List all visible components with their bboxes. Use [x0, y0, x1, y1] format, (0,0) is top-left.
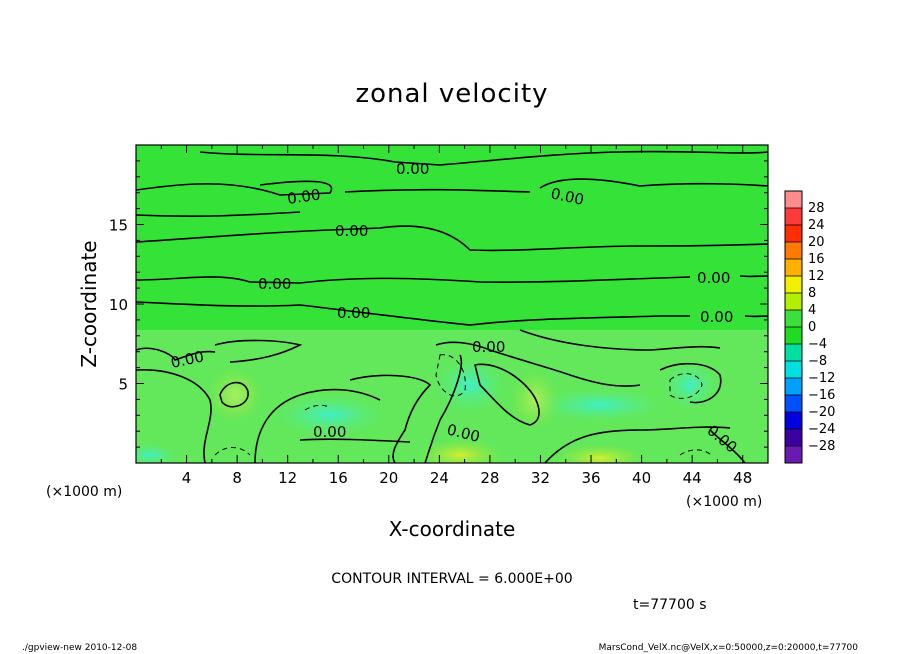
colorbar: 28 24 20 16 12 8 4 0 −4 −8 −12 −16 −20 −24 −28 — [784, 190, 835, 464]
x-tick-label: 16 — [329, 469, 348, 487]
negative-contours — [214, 354, 713, 457]
yellow-region — [510, 370, 560, 430]
colorbar-label: −24 — [808, 422, 835, 437]
colorbar-swatch — [785, 344, 802, 362]
contour-label: 0.00 — [700, 308, 733, 326]
contour-interval-text: CONTOUR INTERVAL = 6.000E+00 — [331, 571, 572, 587]
y-tick-label: 10 — [109, 296, 128, 314]
colorbar-swatch — [785, 361, 802, 379]
x-tick-label: 48 — [733, 469, 752, 487]
colorbar-label: 28 — [808, 201, 825, 216]
colorbar-swatch — [785, 446, 802, 464]
colorbar-label: −20 — [808, 405, 835, 420]
contour-label: 0.00 — [335, 222, 368, 240]
colorbar-swatch — [785, 310, 802, 328]
colorbar-swatch — [785, 412, 802, 430]
x-unit-left: (×1000 m) — [46, 484, 122, 500]
contour-label: 0.00 — [472, 338, 505, 356]
colorbar-swatch — [785, 276, 802, 294]
x-tick-label: 40 — [632, 469, 651, 487]
colorbar-label: 8 — [808, 286, 816, 301]
colorbar-label: −8 — [808, 354, 827, 369]
y-tick-label: 5 — [118, 376, 128, 394]
chart-title: zonal velocity — [355, 79, 548, 109]
y-axis: 5 10 15 — [109, 160, 768, 448]
colorbar-label: −16 — [808, 388, 835, 403]
footer-left: ./gpview-new 2010-12-08 — [22, 643, 137, 653]
footer-right: MarsCond_VelX.nc@VelX,x=0:50000,z=0:2000… — [599, 643, 859, 653]
plot-area: 0.00 0.00 0.00 0.00 0.00 0.00 0.00 0.00 … — [136, 145, 768, 463]
cyan-region — [530, 387, 670, 423]
contour-label: 0.00 — [697, 269, 730, 287]
colorbar-label: 4 — [808, 303, 816, 318]
y-tick-label: 15 — [109, 217, 128, 235]
colorbar-swatch — [785, 225, 802, 243]
colorbar-label: −4 — [808, 337, 827, 352]
cyan-region — [136, 443, 180, 463]
x-tick-label: 4 — [182, 469, 192, 487]
x-unit-right: (×1000 m) — [686, 494, 762, 510]
contour-lines — [136, 150, 768, 463]
colorbar-label: −12 — [808, 371, 835, 386]
colorbar-swatch — [785, 259, 802, 277]
yellow-region — [415, 439, 505, 463]
x-tick-label: 20 — [379, 469, 398, 487]
x-tick-label: 44 — [683, 469, 702, 487]
colorbar-label: −28 — [808, 439, 835, 454]
colorbar-swatch — [785, 429, 802, 447]
colorbar-swatch — [785, 395, 802, 413]
x-tick-label: 24 — [430, 469, 449, 487]
contour-label: 0.00 — [396, 160, 429, 178]
x-tick-label: 32 — [531, 469, 550, 487]
cyan-region — [660, 360, 720, 410]
x-tick-label: 28 — [480, 469, 499, 487]
colorbar-label: 16 — [808, 252, 825, 267]
colorbar-label: 20 — [808, 235, 825, 250]
x-tick-label: 8 — [232, 469, 242, 487]
colorbar-swatch — [785, 208, 802, 226]
colorbar-swatch — [785, 293, 802, 311]
contour-label: 0.00 — [337, 304, 370, 322]
y-axis-label: Z-coordinate — [77, 240, 101, 367]
time-label: t=77700 s — [633, 597, 707, 613]
cyan-region — [270, 393, 390, 437]
colorbar-swatch — [785, 191, 802, 209]
colorbar-label: 0 — [808, 320, 816, 335]
colorbar-label: 24 — [808, 218, 825, 233]
colorbar-label: 12 — [808, 269, 825, 284]
contour-label: 0.00 — [313, 423, 346, 441]
contour-label: 0.00 — [258, 275, 291, 293]
x-tick-label: 36 — [581, 469, 600, 487]
x-tick-label: 12 — [278, 469, 297, 487]
colorbar-swatch — [785, 378, 802, 396]
x-axis-label: X-coordinate — [389, 517, 516, 541]
yellow-region — [207, 367, 263, 423]
cyan-region — [432, 355, 508, 415]
yellow-region — [555, 444, 645, 463]
colorbar-swatch — [785, 242, 802, 260]
contour-label: 0.00 — [286, 185, 322, 207]
colorbar-swatch — [785, 327, 802, 345]
x-axis: 4 8 12 16 20 24 28 32 36 40 44 48 — [160, 145, 752, 487]
